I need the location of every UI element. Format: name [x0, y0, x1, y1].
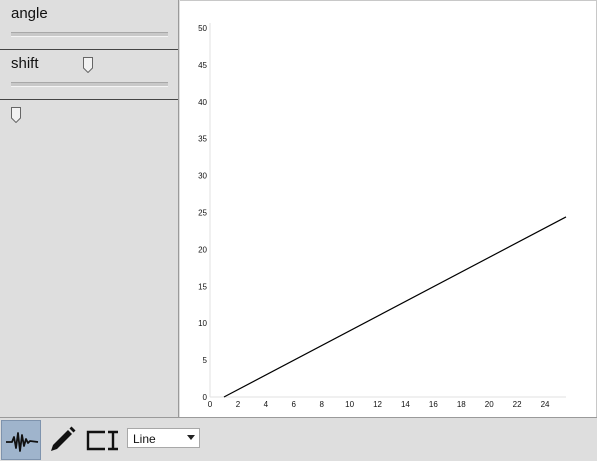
y-tick-label: 0: [203, 393, 208, 402]
series-line-0: [223, 216, 567, 398]
plot-area[interactable]: 0 5 10 15 20 25 30 35 40 45 50 0 2 4 6 8 10 12 14 16 18 20 22 2…: [180, 0, 597, 417]
bottom-toolbar: Line: [0, 417, 597, 461]
plot-type-select[interactable]: Line: [127, 428, 200, 448]
x-tick-label: 18: [457, 400, 466, 409]
y-tick-label: 5: [203, 356, 208, 365]
plot-type-value: Line: [133, 432, 156, 446]
text-box-tool-button[interactable]: [83, 420, 123, 460]
y-tick-label: 45: [198, 61, 207, 70]
y-tick-label: 15: [198, 282, 207, 291]
text-cursor-icon: [86, 430, 118, 451]
slider-shift-thumb[interactable]: [10, 107, 21, 123]
x-tick-label: 0: [208, 400, 213, 409]
x-tick-label: 12: [373, 400, 382, 409]
slider-angle-label: angle: [11, 5, 48, 22]
y-tick-label: 40: [198, 98, 207, 107]
y-tick-label: 35: [198, 135, 207, 144]
x-tick-label: 16: [429, 400, 438, 409]
y-tick-label: 50: [198, 24, 207, 33]
x-tick-label: 24: [541, 400, 550, 409]
y-tick-label: 20: [198, 245, 207, 254]
x-tick-label: 4: [264, 400, 269, 409]
x-tick-label: 2: [236, 400, 241, 409]
sidebar: angle shift: [0, 0, 179, 417]
waveform-icon: [6, 432, 39, 452]
slider-angle-thumb[interactable]: [82, 57, 93, 73]
x-tick-label: 14: [401, 400, 410, 409]
x-tick-label: 6: [292, 400, 297, 409]
chevron-down-icon: [187, 435, 195, 440]
waveform-tool-button[interactable]: [1, 420, 41, 460]
y-tick-label: 10: [198, 319, 207, 328]
x-tick-label: 22: [513, 400, 522, 409]
pencil-tool-button[interactable]: [42, 420, 82, 460]
x-tick-label: 8: [319, 400, 324, 409]
pencil-icon: [51, 426, 76, 451]
slider-shift: shift: [0, 50, 178, 123]
slider-angle: angle: [0, 0, 178, 73]
x-tick-label: 10: [345, 400, 354, 409]
y-tick-label: 30: [198, 172, 207, 181]
slider-angle-track[interactable]: [11, 32, 168, 73]
y-tick-label: 25: [198, 209, 207, 218]
slider-shift-track[interactable]: [10, 82, 168, 123]
slider-shift-label: shift: [11, 55, 39, 72]
x-tick-label: 20: [485, 400, 494, 409]
